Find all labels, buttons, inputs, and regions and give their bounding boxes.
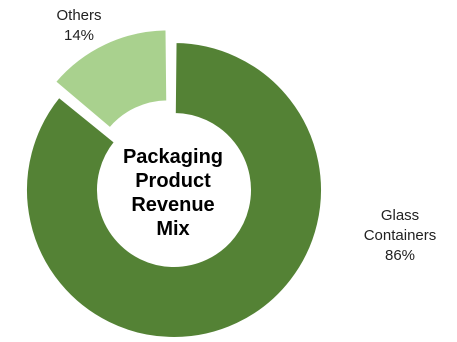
slice-name-glass-line-1: Glass [380,207,420,224]
chart-title-line-1: Packaging [122,146,224,168]
donut-slice-others [53,28,169,130]
slice-name-glass-line-2: Containers [363,227,437,244]
chart-title-line-2: Product [135,170,211,192]
chart-title-line-3: Revenue [131,194,215,216]
slice-name-others: Others [56,7,102,24]
chart-title-line-4: Mix [156,218,190,240]
chart-title: Packaging Product Revenue Mix [98,145,248,241]
slice-label-glass-containers: Glass Containers 86% [345,206,455,266]
slice-value-glass: 86% [384,247,416,264]
donut-slice-glass-containers [25,40,323,339]
slice-value-others: 14% [63,27,95,44]
donut-slices [25,28,323,339]
slice-label-others: Others 14% [44,6,114,46]
